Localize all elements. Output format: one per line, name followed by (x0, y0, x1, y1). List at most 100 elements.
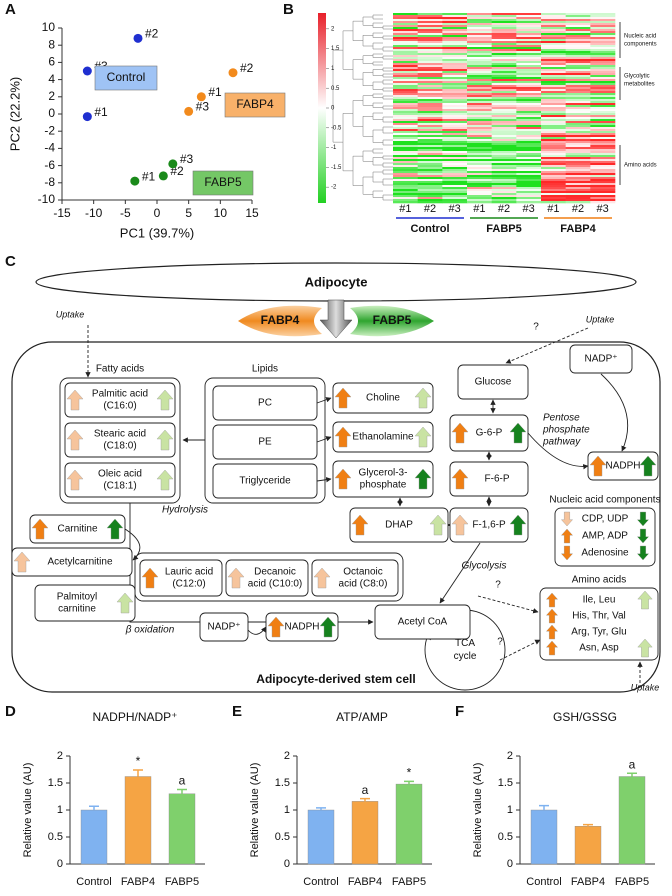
heatmap-cell (442, 21, 468, 24)
heatmap-cell (417, 159, 443, 162)
dendrogram (342, 30, 353, 70)
column-label: #1 (473, 203, 485, 215)
heatmap-cell (467, 201, 492, 204)
heatmap-cell (541, 55, 566, 58)
dendrogram (382, 105, 393, 110)
heatmap-cell (590, 37, 616, 40)
change-arrow (560, 545, 574, 561)
heatmap-cell (590, 107, 616, 110)
error-bar (404, 780, 414, 785)
heatmap-cell (565, 187, 591, 190)
node-box (212, 385, 318, 421)
heatmap-cell (516, 13, 542, 16)
change-arrow (545, 608, 559, 624)
dendrogram (372, 190, 383, 198)
heatmap-cell (467, 49, 492, 52)
heatmap-cell (442, 155, 468, 158)
heatmap-cell (516, 71, 542, 74)
process-label: β oxidation (125, 625, 175, 636)
heatmap-cell (417, 19, 443, 22)
heatmap-cell (516, 125, 542, 128)
heatmap-cell (541, 77, 566, 80)
heatmap-cell (442, 193, 468, 196)
node-label: Lauric acid (165, 567, 213, 578)
heatmap-cell (467, 101, 492, 104)
chart-title: GSH/GSSG (553, 710, 617, 724)
dendrogram (372, 102, 383, 108)
heatmap-cell (590, 113, 616, 116)
heatmap-cell (417, 39, 443, 42)
heatmap-cell (590, 77, 616, 80)
heatmap-cell (442, 105, 468, 108)
change-arrow (156, 469, 174, 491)
heatmap-cell (393, 167, 418, 170)
heatmap-cell (541, 15, 566, 18)
colorbar-label: -1.5 (331, 165, 342, 171)
heatmap-cell (565, 95, 591, 98)
heatmap-cell (565, 85, 591, 88)
heatmap-cell (541, 113, 566, 116)
node-box (332, 382, 434, 414)
heatmap-cell (393, 51, 418, 54)
heatmap-cell (442, 111, 468, 114)
heatmap-cell (417, 101, 443, 104)
y-tick-label: 1 (284, 804, 290, 816)
heatmap-cell (590, 119, 616, 122)
heatmap-cell (590, 145, 616, 148)
heatmap-cell (467, 167, 492, 170)
heatmap-cell (467, 183, 492, 186)
heatmap-cell (516, 37, 542, 40)
heatmap-cell (467, 77, 492, 80)
heatmap-cell (541, 87, 566, 90)
heatmap-cell (442, 17, 468, 20)
y-tick-label: -6 (44, 158, 55, 172)
heatmap-cell (516, 129, 542, 132)
heatmap-cell (590, 27, 616, 30)
heatmap-cell (565, 161, 591, 164)
heatmap-cell (590, 161, 616, 164)
bar (618, 776, 646, 865)
node-label: Glucose (475, 377, 512, 388)
heatmap-cell (491, 43, 517, 46)
node-box (265, 612, 339, 642)
heatmap-cell (590, 59, 616, 62)
heatmap-cell (541, 75, 566, 78)
heatmap-cell (442, 57, 468, 60)
heatmap-cell (491, 105, 517, 108)
y-tick-label: 1.5 (498, 777, 513, 789)
y-tick-label: 0.5 (275, 831, 290, 843)
heatmap-cell (516, 105, 542, 108)
heatmap-cell (541, 39, 566, 42)
heatmap-cell (442, 41, 468, 44)
heatmap-cell (417, 201, 443, 204)
group-label: Control (410, 223, 449, 235)
y-tick-label: 0 (507, 858, 513, 870)
heatmap-cell (442, 171, 468, 174)
heatmap-cell (590, 93, 616, 96)
heatmap-cell (590, 191, 616, 194)
heatmap-cell (516, 39, 542, 42)
heatmap-cell (417, 197, 443, 200)
heatmap-cell (565, 119, 591, 122)
heatmap-cell (590, 29, 616, 32)
heatmap-cell (516, 137, 542, 140)
change-arrow (636, 511, 650, 527)
heatmap-cell (491, 55, 517, 58)
heatmap-cell (491, 71, 517, 74)
heatmap-cell (516, 17, 542, 20)
heatmap-cell (491, 113, 517, 116)
heatmap-cell (467, 111, 492, 114)
heatmap-cell (393, 53, 418, 56)
change-arrow (66, 429, 84, 451)
heatmap-cell (541, 93, 566, 96)
heatmap-cell (442, 67, 468, 70)
heatmap-cell (417, 37, 443, 40)
heatmap-cell (393, 191, 418, 194)
heatmap-cell (590, 69, 616, 72)
heatmap-cell (467, 187, 492, 190)
change-arrow (509, 422, 527, 444)
error-bar (133, 769, 143, 777)
heatmap-cell (590, 47, 616, 50)
heatmap-cell (442, 117, 468, 120)
